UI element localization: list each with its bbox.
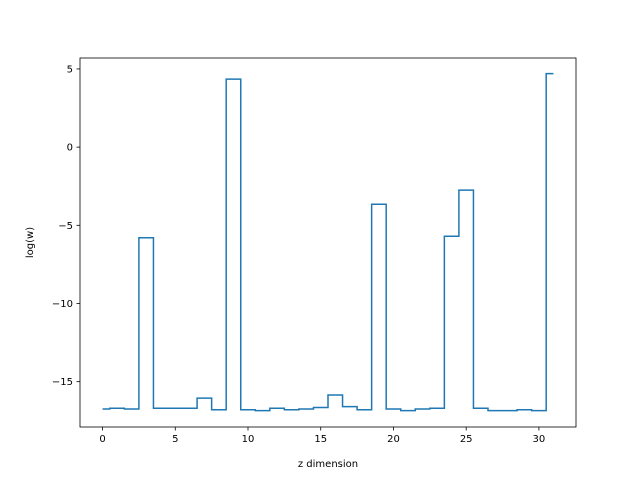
y-tick-label: 0 — [67, 143, 73, 154]
y-axis-ticks: 5 0 −5 −10 −15 — [52, 64, 80, 388]
x-tick-label: 30 — [533, 434, 546, 445]
y-tick-label: −15 — [52, 377, 73, 388]
x-tick-label: 5 — [172, 434, 178, 445]
x-tick-label: 20 — [387, 434, 400, 445]
y-tick-label: 5 — [67, 64, 73, 75]
x-tick-label: 25 — [460, 434, 473, 445]
x-tick-label: 15 — [314, 434, 327, 445]
plot-frame — [79, 57, 577, 428]
x-axis-label: z dimension — [298, 459, 358, 470]
y-axis-label: log(w) — [25, 227, 36, 258]
x-tick-label: 10 — [242, 434, 255, 445]
y-tick-label: −10 — [52, 299, 73, 310]
series-line — [102, 72, 554, 412]
x-axis-ticks: 0 5 10 15 20 25 30 — [99, 427, 545, 445]
plot-area — [80, 58, 576, 427]
series-layer — [102, 72, 554, 412]
y-tick-label: −5 — [58, 221, 73, 232]
x-tick-label: 0 — [99, 434, 105, 445]
